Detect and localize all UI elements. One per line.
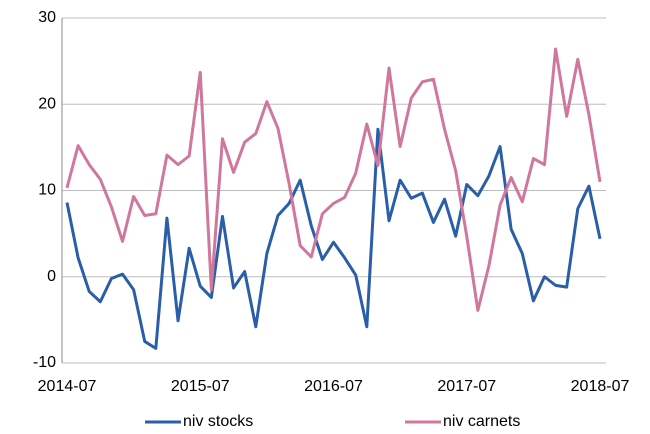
legend-label: niv stocks [183,413,253,430]
x-tick-label: 2016-07 [304,378,363,395]
series-line [65,127,602,350]
x-tick-label: 2015-07 [171,378,230,395]
y-tick-label: 30 [38,9,56,26]
x-tick-label: 2018-07 [571,378,630,395]
x-tick-label: 2017-07 [437,378,496,395]
y-tick-label: -10 [33,354,56,371]
y-tick-label: 20 [38,95,56,112]
series-line [65,47,602,312]
y-tick-label: 0 [47,268,56,285]
y-tick-label: 10 [38,182,56,199]
x-tick-label: 2014-07 [38,378,97,395]
legend-label: niv carnets [443,413,520,430]
